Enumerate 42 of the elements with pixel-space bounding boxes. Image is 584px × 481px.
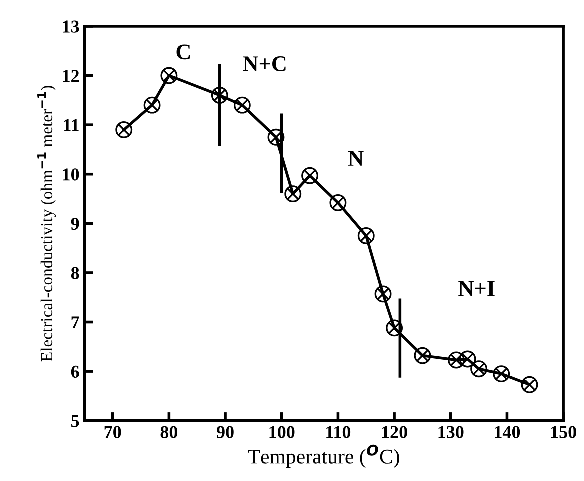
point <box>521 376 538 394</box>
y-tick-label: 9 <box>71 218 80 230</box>
x-tick-label: 150 <box>551 426 576 438</box>
annotation: N+C <box>243 56 286 72</box>
x-tick-label: 120 <box>382 426 408 438</box>
y-tick-label: 6 <box>71 366 80 378</box>
x-tick-label: 90 <box>216 426 234 438</box>
y-tick-label: 7 <box>72 316 80 329</box>
point <box>459 350 476 368</box>
point <box>414 347 432 364</box>
point <box>211 87 228 104</box>
annotation: N+I <box>458 282 495 296</box>
x-tick-label: 80 <box>160 426 178 438</box>
y-tick-label: 8 <box>71 267 80 280</box>
point <box>144 96 161 114</box>
x-tick-label: 110 <box>326 426 351 438</box>
point <box>160 67 178 84</box>
point <box>493 366 510 383</box>
point <box>470 360 488 378</box>
y-tick-label: 10 <box>63 168 80 181</box>
point <box>284 186 302 203</box>
point <box>374 286 392 303</box>
y-tick-label: 5 <box>72 415 80 428</box>
y-tick-label: 12 <box>63 70 80 82</box>
point <box>268 128 285 146</box>
point <box>448 352 465 369</box>
y-tick-label: 11 <box>64 119 79 132</box>
x-tick-label: 140 <box>495 426 520 438</box>
x-tick-label: 70 <box>104 426 122 438</box>
x-axis-title: Temperature ($^{O}$C) <box>248 444 400 468</box>
point <box>234 96 251 114</box>
y-axis-title: Electrical-conductivity (ohm$^{−1}$ meter$^{−1}$) <box>38 86 56 362</box>
point <box>302 167 319 184</box>
annotation: C <box>176 44 190 60</box>
annotation: N <box>348 151 364 166</box>
point <box>386 320 404 337</box>
point <box>358 228 375 244</box>
y-tick-label: 13 <box>63 20 80 33</box>
point <box>330 194 347 212</box>
point <box>116 122 133 138</box>
x-tick-label: 130 <box>438 426 464 438</box>
x-tick-label: 100 <box>270 426 295 438</box>
